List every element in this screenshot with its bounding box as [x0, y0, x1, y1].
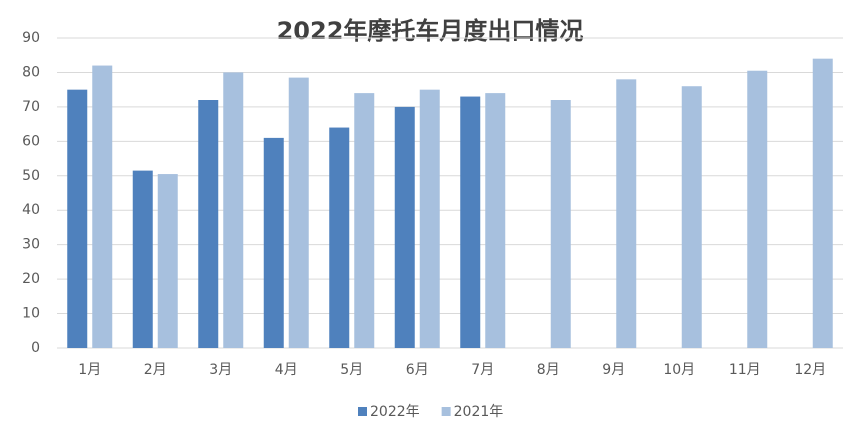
bar	[263, 137, 284, 348]
bar	[354, 93, 375, 348]
y-tick-label: 30	[22, 237, 40, 253]
bar	[460, 96, 481, 348]
bar	[157, 174, 178, 348]
x-tick-label: 5月	[340, 362, 363, 378]
y-tick-label: 90	[22, 30, 40, 46]
bar	[132, 170, 153, 348]
y-tick-label: 60	[22, 133, 40, 149]
chart-title: 2022年摩托车月度出口情况	[277, 17, 584, 45]
bar	[550, 100, 571, 348]
x-tick-label: 9月	[602, 362, 625, 378]
x-tick-label: 3月	[209, 362, 232, 378]
legend-label: 2022年	[370, 404, 420, 420]
y-tick-label: 70	[22, 99, 40, 115]
x-tick-label: 4月	[275, 362, 298, 378]
x-tick-label: 2月	[144, 362, 167, 378]
bar	[616, 79, 637, 348]
x-tick-label: 1月	[78, 362, 101, 378]
bar	[67, 89, 88, 349]
x-tick-label: 7月	[471, 362, 494, 378]
x-tick-label: 8月	[537, 362, 560, 378]
legend-swatch	[441, 407, 451, 416]
y-tick-label: 80	[22, 64, 40, 80]
bar	[288, 77, 309, 348]
bar	[485, 93, 506, 348]
bar	[812, 58, 833, 349]
x-tick-label: 12月	[794, 362, 826, 378]
bar	[223, 72, 244, 348]
y-tick-label: 50	[22, 168, 40, 184]
y-tick-label: 0	[31, 340, 40, 356]
y-tick-label: 10	[22, 306, 40, 322]
bar	[419, 89, 440, 349]
bar	[329, 127, 350, 348]
bar	[394, 106, 415, 348]
x-tick-label: 10月	[663, 362, 695, 378]
y-tick-label: 40	[22, 202, 40, 218]
bar	[747, 70, 768, 348]
legend-swatch	[358, 407, 367, 416]
legend-label: 2021年	[454, 404, 504, 420]
x-tick-label: 11月	[729, 362, 761, 378]
x-tick-label: 6月	[406, 362, 429, 378]
y-tick-label: 20	[22, 271, 40, 287]
bar	[92, 65, 113, 349]
bar	[198, 100, 219, 348]
bar	[681, 86, 702, 348]
